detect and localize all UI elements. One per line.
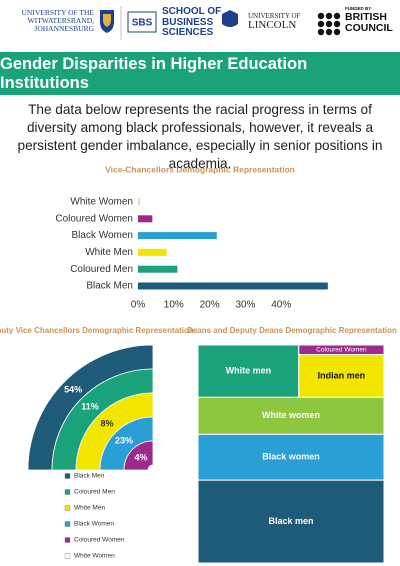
legend-swatch — [64, 489, 71, 495]
bar — [138, 215, 153, 223]
logo-line: SCIENCES — [162, 27, 214, 38]
data-label: 4% — [134, 452, 147, 462]
title-banner: Gender Disparities in Higher Education I… — [0, 52, 400, 95]
bc-dot — [325, 28, 333, 36]
logo-line: COUNCIL — [345, 21, 393, 34]
logo-line: JOHANNESBURG — [34, 23, 94, 33]
logo-line: UNIVERSITY OF — [248, 12, 301, 20]
logo-line: WITWATERSRAND, — [27, 15, 94, 25]
logo-line: FUNDED BY — [345, 6, 372, 11]
x-tick-label: 30% — [235, 300, 255, 311]
logo-line: LINCOLN — [248, 19, 297, 32]
x-tick-label: 0% — [131, 300, 146, 311]
lincoln-logo-text: UNIVERSITY OF LINCOLN — [248, 12, 301, 32]
y-tick-label: Black Women — [71, 230, 133, 241]
treemap-cell — [197, 396, 385, 435]
data-label: 11% — [81, 401, 99, 411]
legend-swatch — [64, 553, 71, 559]
bar — [138, 265, 178, 273]
treemap-cell — [197, 433, 385, 481]
bar — [138, 232, 217, 240]
legend-swatch — [64, 505, 71, 511]
bc-dot — [317, 20, 325, 28]
page-title: Gender Disparities in Higher Education I… — [0, 54, 308, 92]
cell-label: Black men — [268, 516, 313, 526]
wits-crest-inner — [103, 14, 111, 27]
cell-label: Indian men — [318, 370, 366, 380]
sbs-mark: SBS — [132, 18, 153, 29]
bc-dot — [325, 12, 333, 20]
bc-dot — [317, 12, 325, 20]
bc-dot — [333, 28, 341, 36]
bar — [138, 282, 328, 290]
cell-label: Coloured Women — [316, 346, 367, 353]
logo-line: SCHOOL OF — [162, 6, 222, 17]
treemap-cell — [197, 344, 300, 398]
cell-label: White men — [226, 366, 272, 376]
chart-title: Deans and Deputy Deans Demographic Repre… — [187, 326, 397, 335]
legend-label: White Women — [74, 553, 115, 560]
treemap-cell — [197, 479, 385, 564]
legend-label: Coloured Women — [74, 537, 125, 544]
data-label: 23% — [115, 435, 133, 445]
sbs-logo-text: SCHOOL OF BUSINESS SCIENCES — [162, 6, 222, 39]
intro-text: The data below represents the racial pro… — [17, 102, 383, 171]
bar — [138, 248, 167, 256]
cell-label: Black women — [262, 452, 320, 462]
x-tick-label: 20% — [200, 300, 220, 311]
legend-label: Black Women — [74, 521, 114, 528]
logo-line: BRITISH — [345, 10, 387, 23]
ring — [123, 440, 154, 471]
y-tick-label: White Women — [70, 197, 133, 208]
y-tick-label: Coloured Men — [70, 264, 133, 275]
x-tick-label: 10% — [164, 300, 184, 311]
chart-title: Vice-Chancellors Demographic Representat… — [105, 164, 295, 174]
bc-dot — [333, 20, 341, 28]
bar — [138, 198, 140, 206]
bc-logo-text: FUNDED BY BRITISH COUNCIL — [345, 6, 393, 34]
logo-line: BUSINESS — [162, 16, 214, 28]
lincoln-crest — [222, 10, 238, 27]
legend-label: Coloured Men — [74, 489, 115, 496]
x-tick-label: 40% — [271, 300, 291, 311]
bc-dot — [333, 12, 341, 20]
legend-label: Black Men — [74, 473, 105, 480]
y-tick-label: White Men — [85, 247, 133, 258]
legend-swatch — [64, 473, 71, 479]
chart-title: Deputy Vice Chancellors Demographic Repr… — [0, 326, 194, 335]
data-label: 8% — [101, 418, 114, 428]
cell-label: White women — [262, 410, 320, 420]
legend-swatch — [64, 521, 71, 527]
legend-swatch — [64, 537, 71, 543]
y-tick-label: Coloured Women — [55, 213, 133, 224]
bc-dot — [317, 28, 325, 36]
logo-line: UNIVERSITY OF THE — [21, 8, 95, 17]
y-tick-label: Black Men — [86, 281, 133, 292]
sbs-box — [127, 11, 157, 33]
bc-dot — [325, 20, 333, 28]
legend-label: White Men — [74, 505, 105, 512]
wits-logo-text: UNIVERSITY OF THE WITWATERSRAND, JOHANNE… — [8, 8, 95, 33]
data-label: 54% — [64, 384, 82, 394]
